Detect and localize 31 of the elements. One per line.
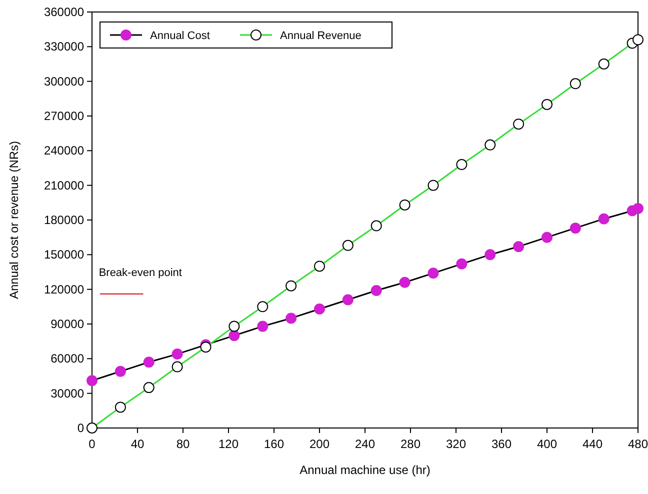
x-tick-label: 0: [88, 437, 96, 451]
y-tick-label: 300000: [44, 74, 84, 88]
x-tick-label: 240: [354, 437, 376, 451]
y-tick-label: 240000: [44, 144, 84, 158]
y-axis-title: Annual cost or revenue (NRs): [7, 140, 21, 300]
y-tick-label: 330000: [44, 40, 84, 54]
x-tick-label: 400: [536, 437, 558, 451]
y-tick-label: 30000: [50, 386, 84, 400]
y-tick-label: 60000: [50, 352, 84, 366]
x-tick-label: 200: [309, 437, 330, 451]
x-tick-label: 280: [400, 437, 421, 451]
x-tick-label: 40: [130, 437, 144, 451]
x-tick-label: 480: [628, 437, 648, 451]
x-axis-title: Annual machine use (hr): [300, 463, 430, 477]
y-tick-label: 120000: [44, 282, 84, 296]
x-tick-label: 80: [176, 437, 190, 451]
x-tick-label: 440: [582, 437, 603, 451]
y-tick-label: 150000: [44, 248, 84, 262]
y-tick-label: 90000: [50, 317, 84, 331]
y-tick-label: 270000: [44, 109, 84, 123]
annotation: Break-even point: [98, 266, 182, 279]
x-tick-label: 160: [264, 437, 284, 451]
x-tick-label: 120: [218, 437, 239, 451]
x-tick-label: 320: [446, 437, 466, 451]
y-tick-label: 180000: [44, 213, 84, 227]
x-tick-label: 360: [491, 437, 512, 451]
y-tick-label: 210000: [44, 178, 84, 192]
legend-label: Annual Cost: [150, 30, 210, 42]
y-tick-label: 360000: [44, 5, 84, 19]
y-tick-label: 0: [77, 421, 84, 435]
legend-label: Annual Revenue: [280, 30, 362, 42]
